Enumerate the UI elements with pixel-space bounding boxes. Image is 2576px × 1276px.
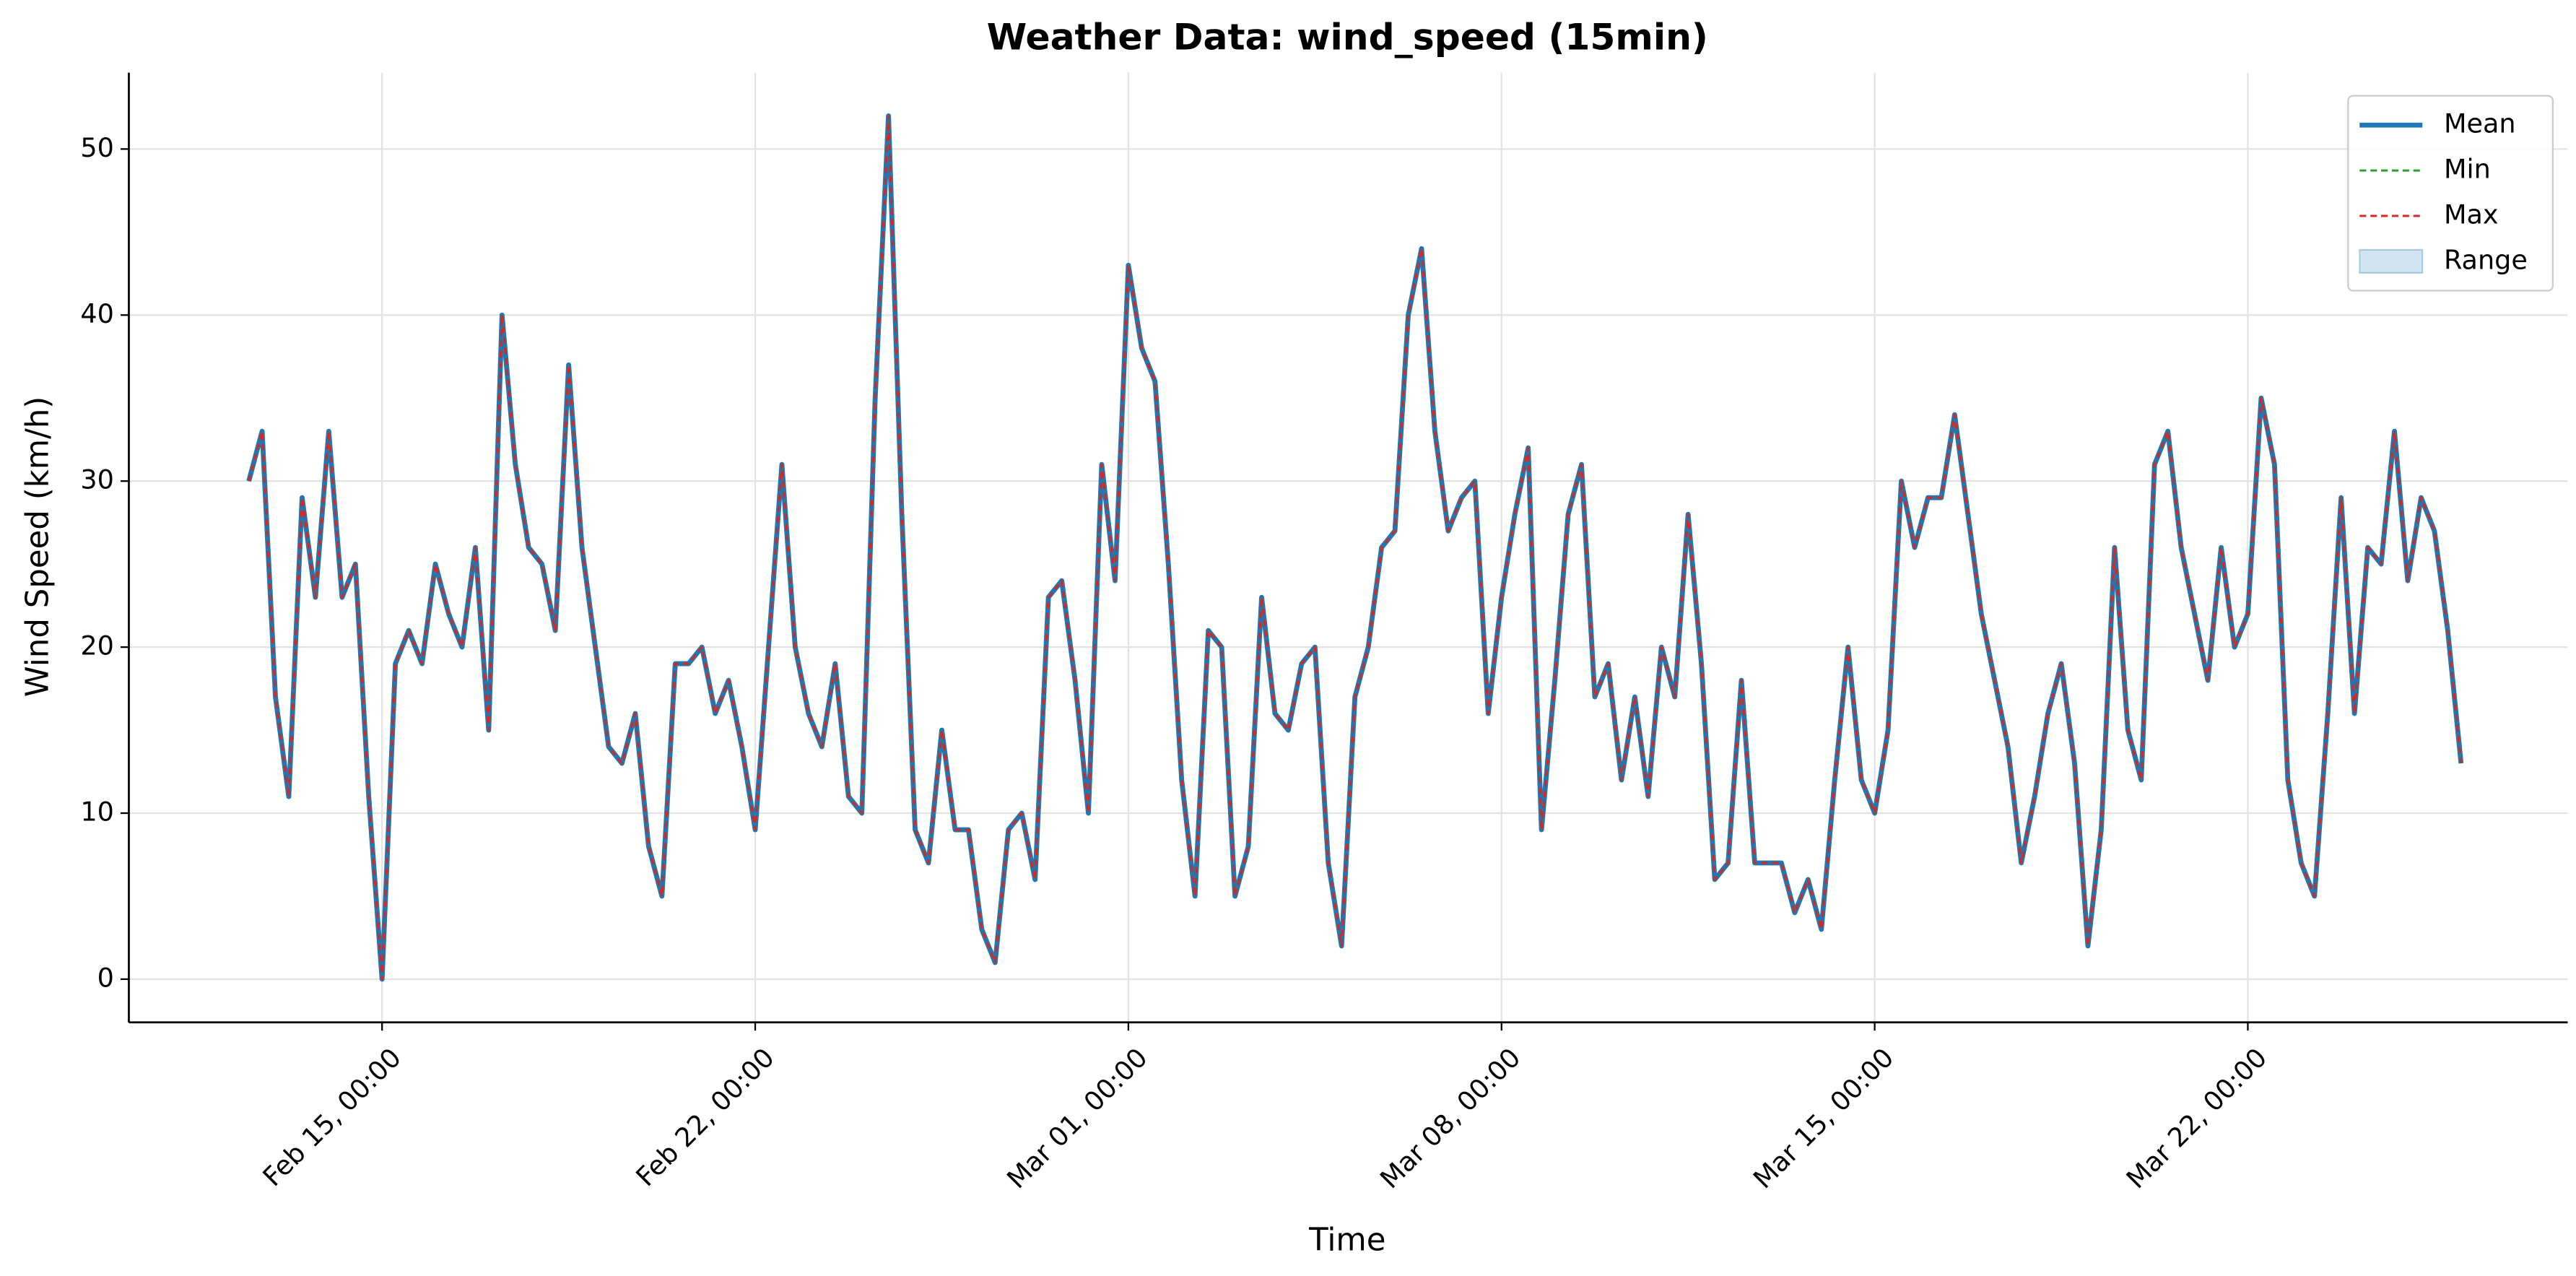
y-tick-label: 10 bbox=[80, 797, 114, 828]
legend-label: Mean bbox=[2444, 108, 2516, 139]
x-axis-label: Time bbox=[1308, 1222, 1385, 1258]
y-tick-label: 30 bbox=[80, 464, 114, 495]
y-tick-label: 40 bbox=[80, 298, 114, 329]
chart-title: Weather Data: wind_speed (15min) bbox=[987, 15, 1708, 58]
legend-box bbox=[2347, 95, 2554, 292]
legend-swatch bbox=[2359, 248, 2424, 274]
y-tick-label: 20 bbox=[80, 630, 114, 661]
y-axis-label: Wind Speed (km/h) bbox=[19, 396, 56, 697]
legend: Mean Min Max Range bbox=[2347, 95, 2554, 292]
legend-label: Range bbox=[2444, 244, 2528, 275]
legend-label: Min bbox=[2444, 154, 2491, 185]
legend-label: Max bbox=[2444, 199, 2499, 230]
y-tick-label: 0 bbox=[97, 962, 114, 993]
y-tick-label: 50 bbox=[80, 132, 114, 163]
series-line bbox=[248, 114, 2463, 981]
